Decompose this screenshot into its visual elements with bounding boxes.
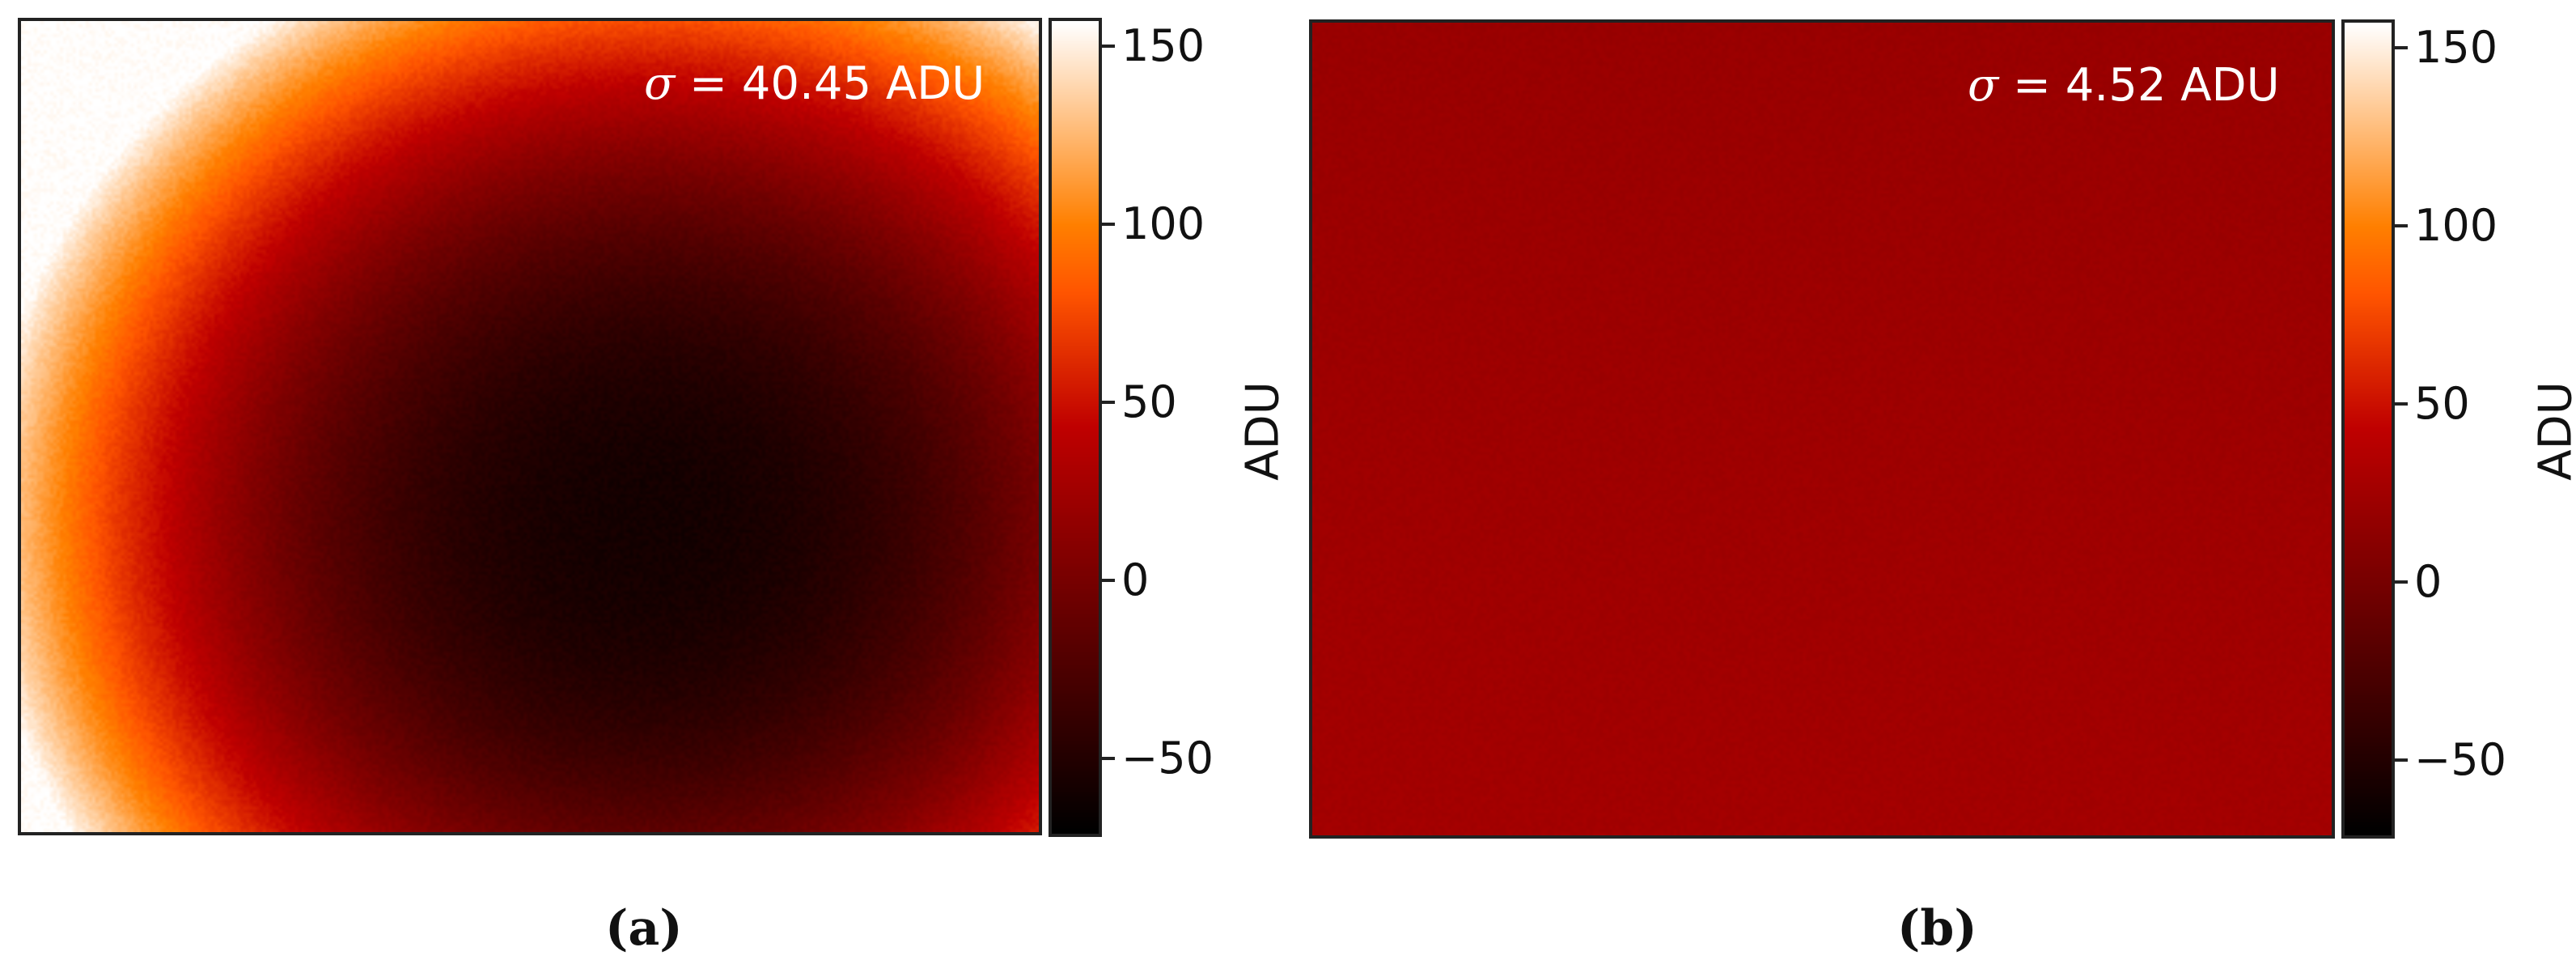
colorbar-tick — [2393, 46, 2408, 50]
heatmap-a: σ = 40.45 ADU — [18, 18, 1042, 835]
panel-label-b: (b) — [1897, 900, 1977, 957]
colorbar-tick-label: −50 — [1121, 733, 1214, 784]
colorbar-tick-label: −50 — [2414, 734, 2506, 786]
colorbar-tick-label: 0 — [1121, 554, 1150, 606]
colorbar-tick-label: 0 — [2414, 556, 2443, 608]
colorbar-a — [1049, 18, 1102, 837]
colorbar-tick-label: 100 — [1121, 198, 1205, 250]
colorbar-b — [2341, 19, 2395, 839]
colorbar-tick — [1100, 579, 1115, 583]
colorbar-tick-label: 150 — [2414, 22, 2498, 74]
sigma-annotation-b: σ = 4.52 ADU — [1968, 59, 2280, 112]
colorbar-tick — [2393, 224, 2408, 228]
colorbar-b-label: ADU — [2529, 381, 2576, 481]
panel-label-a: (a) — [605, 900, 683, 957]
heatmap-a-image — [21, 21, 1039, 832]
colorbar-tick — [1100, 401, 1115, 405]
colorbar-tick-label: 50 — [1121, 376, 1177, 428]
colorbar-tick-label: 100 — [2414, 200, 2498, 252]
colorbar-a-gradient — [1052, 21, 1099, 834]
colorbar-tick — [2393, 758, 2408, 762]
colorbar-b-gradient — [2345, 23, 2392, 835]
colorbar-tick-label: 50 — [2414, 378, 2470, 430]
colorbar-tick — [2393, 580, 2408, 584]
heatmap-b: σ = 4.52 ADU — [1309, 19, 2335, 839]
colorbar-tick — [2393, 402, 2408, 406]
colorbar-a-label: ADU — [1236, 381, 1290, 481]
sigma-annotation-a: σ = 40.45 ADU — [644, 57, 985, 110]
colorbar-tick — [1100, 45, 1115, 49]
colorbar-tick — [1100, 757, 1115, 761]
colorbar-tick — [1100, 223, 1115, 227]
colorbar-tick-label: 150 — [1121, 20, 1205, 72]
heatmap-b-image — [1312, 23, 2332, 835]
